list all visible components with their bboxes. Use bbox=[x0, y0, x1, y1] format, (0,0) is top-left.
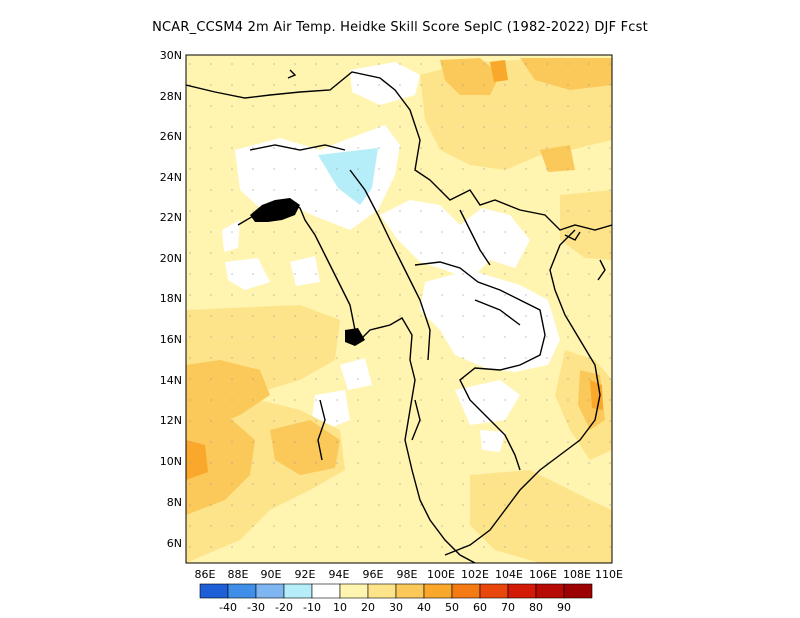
colorbar-swatch bbox=[535, 583, 565, 599]
colorbar-swatch bbox=[395, 583, 425, 599]
colorbar-swatch bbox=[199, 583, 229, 599]
lon-label: 86E bbox=[195, 568, 216, 581]
colorbar-label: 30 bbox=[389, 601, 403, 614]
colorbar-swatch bbox=[451, 583, 481, 599]
lat-label: 10N bbox=[160, 455, 182, 468]
colorbar-label: -20 bbox=[275, 601, 293, 614]
colorbar-label: 10 bbox=[333, 601, 347, 614]
colorbar-label: -40 bbox=[219, 601, 237, 614]
lon-label: 96E bbox=[363, 568, 384, 581]
lon-label: 102E bbox=[461, 568, 489, 581]
colorbar-swatch bbox=[423, 583, 453, 599]
colorbar-swatch bbox=[507, 583, 537, 599]
lat-label: 22N bbox=[160, 211, 182, 224]
colorbar-swatch bbox=[367, 583, 397, 599]
lat-label: 28N bbox=[160, 90, 182, 103]
colorbar-label: 90 bbox=[557, 601, 571, 614]
lat-label: 30N bbox=[160, 49, 182, 62]
lon-label: 88E bbox=[228, 568, 249, 581]
colorbar-labels: -40 -30 -20 -10 10 20 30 40 50 60 70 80 … bbox=[219, 601, 571, 614]
colorbar-swatch bbox=[479, 583, 509, 599]
colorbar-label: -10 bbox=[303, 601, 321, 614]
colorbar-label: 50 bbox=[445, 601, 459, 614]
lat-label: 26N bbox=[160, 130, 182, 143]
lat-label: 16N bbox=[160, 333, 182, 346]
colorbar-swatch bbox=[311, 583, 341, 599]
colorbar-swatch bbox=[563, 583, 593, 599]
colorbar-label: -30 bbox=[247, 601, 265, 614]
lon-label: 94E bbox=[329, 568, 350, 581]
lat-label: 20N bbox=[160, 252, 182, 265]
lon-label: 100E bbox=[427, 568, 455, 581]
lat-label: 12N bbox=[160, 414, 182, 427]
lat-label: 8N bbox=[167, 496, 182, 509]
colorbar-swatch bbox=[227, 583, 257, 599]
colorbar-swatch bbox=[255, 583, 285, 599]
lon-label: 92E bbox=[295, 568, 316, 581]
map-title: NCAR_CCSM4 2m Air Temp. Heidke Skill Sco… bbox=[152, 20, 648, 35]
lon-label: 110E bbox=[595, 568, 623, 581]
lat-label: 18N bbox=[160, 292, 182, 305]
colorbar-label: 70 bbox=[501, 601, 515, 614]
plot-frame bbox=[185, 54, 613, 564]
lon-axis: 86E 88E 90E 92E 94E 96E 98E 100E 102E 10… bbox=[195, 568, 623, 581]
lon-label: 90E bbox=[261, 568, 282, 581]
colorbar-label: 40 bbox=[417, 601, 431, 614]
lat-axis: 30N 28N 26N 24N 22N 20N 18N 16N 14N 12N … bbox=[160, 49, 182, 550]
colorbar bbox=[199, 583, 593, 599]
delta-coast bbox=[250, 198, 365, 346]
colorbar-label: 20 bbox=[361, 601, 375, 614]
lon-label: 106E bbox=[529, 568, 557, 581]
lat-label: 24N bbox=[160, 171, 182, 184]
lon-label: 108E bbox=[563, 568, 591, 581]
colorbar-swatch bbox=[283, 583, 313, 599]
lat-label: 14N bbox=[160, 374, 182, 387]
colorbar-label: 80 bbox=[529, 601, 543, 614]
colorbar-swatch bbox=[339, 583, 369, 599]
lon-label: 104E bbox=[495, 568, 523, 581]
lat-label: 6N bbox=[167, 537, 182, 550]
colorbar-label: 60 bbox=[473, 601, 487, 614]
coastlines bbox=[186, 69, 612, 563]
lon-label: 98E bbox=[397, 568, 418, 581]
gridlines bbox=[186, 55, 612, 563]
